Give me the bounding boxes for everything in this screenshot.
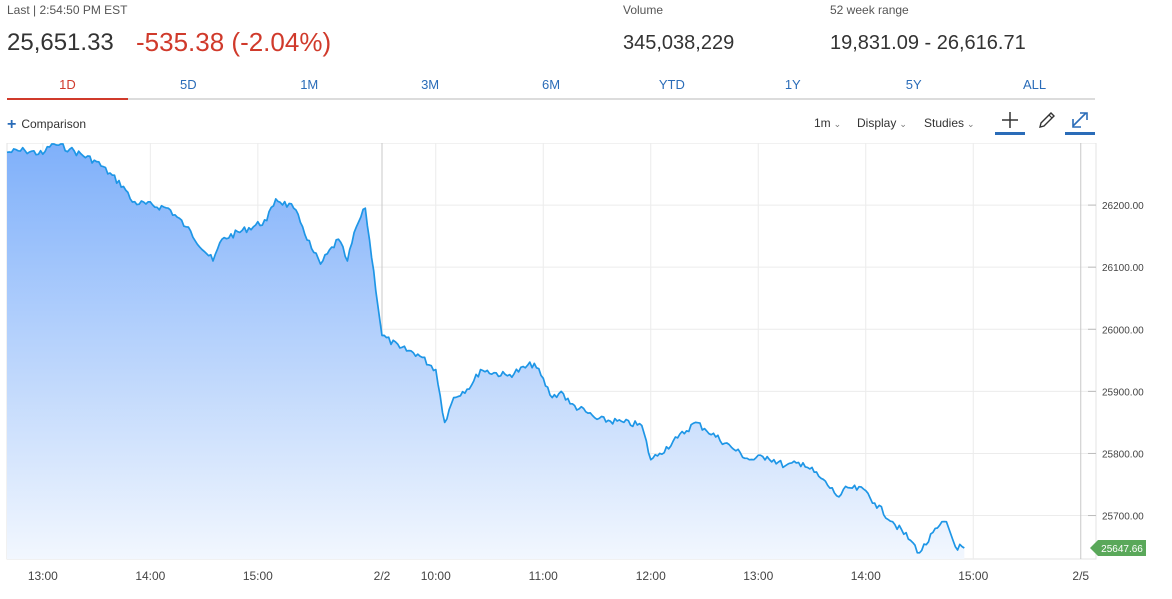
x-tick-label: 13:00: [28, 569, 58, 583]
range-value: 19,831.09 - 26,616.71: [830, 32, 1026, 54]
pencil-icon: [1039, 112, 1055, 128]
quote-header: Last | 2:54:50 PM EST 25,651.33 -535.38 …: [0, 0, 1172, 70]
tab-5y[interactable]: 5Y: [905, 77, 922, 92]
tab-all[interactable]: ALL: [1023, 77, 1047, 92]
tab-3m[interactable]: 3M: [421, 77, 440, 92]
chevron-down-icon: ⌄: [899, 119, 907, 129]
last-price: 25,651.33: [7, 29, 114, 56]
volume-value: 345,038,229: [623, 32, 735, 54]
studies-label: Studies: [924, 116, 965, 130]
comparison-button[interactable]: + Comparison: [7, 116, 86, 134]
x-tick-label: 11:00: [529, 569, 558, 583]
x-tick-label: 14:00: [851, 569, 881, 583]
price-chart[interactable]: 13:00 14:00 15:00 2/2 10:00 11:00 12:00 13:00 14…: [0, 143, 1172, 599]
y-tick-label: 26000.00: [1102, 325, 1144, 336]
chevron-down-icon: ⌄: [833, 119, 842, 129]
x-tick-label: 10:00: [421, 569, 451, 583]
x-tick-label: 2/5: [1072, 569, 1089, 583]
price-change: -535.38 (-2.04%): [136, 27, 332, 57]
tab-6m[interactable]: 6M: [541, 77, 561, 92]
crosshair-tool-button[interactable]: [995, 108, 1025, 135]
x-tick-label: 15:00: [958, 569, 988, 583]
display-label: Display: [857, 116, 897, 130]
chevron-down-icon: ⌄: [967, 119, 975, 129]
price-line: [6, 143, 965, 554]
tab-1m[interactable]: 1M: [300, 77, 319, 92]
y-tick-label: 26200.00: [1102, 201, 1144, 212]
plus-icon: +: [7, 116, 17, 133]
x-tick-label: 2/2: [374, 569, 391, 583]
crosshair-icon: [1002, 112, 1018, 128]
x-tick-label: 13:00: [743, 569, 773, 583]
y-tick-label: 26100.00: [1102, 263, 1144, 274]
range-label: 52 week range: [830, 3, 909, 17]
y-tick-label: 25700.00: [1102, 512, 1144, 523]
x-axis: 13:00 14:00 15:00 2/2 10:00 11:00 12:00 13:00 14…: [28, 569, 1090, 583]
interval-dropdown[interactable]: 1m ⌄: [814, 116, 841, 130]
y-axis: 25700.00 25800.00 25900.00 26000.00 26100.00…: [1088, 201, 1144, 523]
x-tick-label: 12:00: [636, 569, 666, 583]
last-time-label: Last | 2:54:50 PM EST: [7, 3, 128, 17]
last-value-tag: 25647.66: [1090, 540, 1146, 557]
y-tick-label: 25800.00: [1102, 449, 1144, 460]
tab-1d[interactable]: 1D: [7, 74, 128, 100]
expand-icon: [1072, 112, 1088, 128]
period-tabs: 1D 5D 1M 3M 6M YTD 1Y 5Y ALL: [7, 74, 1095, 100]
display-dropdown[interactable]: Display ⌄: [857, 116, 907, 130]
studies-dropdown[interactable]: Studies ⌄: [924, 116, 975, 130]
price-area: [7, 144, 965, 559]
comparison-label: Comparison: [21, 117, 87, 131]
last-value-badge: [1090, 540, 1146, 557]
tab-ytd[interactable]: YTD: [658, 77, 685, 92]
chart-toolbar: + Comparison 1m ⌄ Display ⌄ Studies ⌄: [0, 106, 1100, 138]
last-value-text: 25647.66: [1101, 544, 1143, 555]
tab-1y[interactable]: 1Y: [784, 77, 801, 92]
y-tick-label: 25900.00: [1102, 387, 1144, 398]
x-tick-label: 15:00: [243, 569, 273, 583]
fullscreen-button[interactable]: [1065, 108, 1095, 135]
draw-tool-button[interactable]: [1031, 108, 1061, 132]
volume-label: Volume: [623, 3, 664, 17]
tab-5d[interactable]: 5D: [180, 77, 197, 92]
interval-label: 1m: [814, 116, 831, 130]
x-tick-label: 14:00: [135, 569, 165, 583]
